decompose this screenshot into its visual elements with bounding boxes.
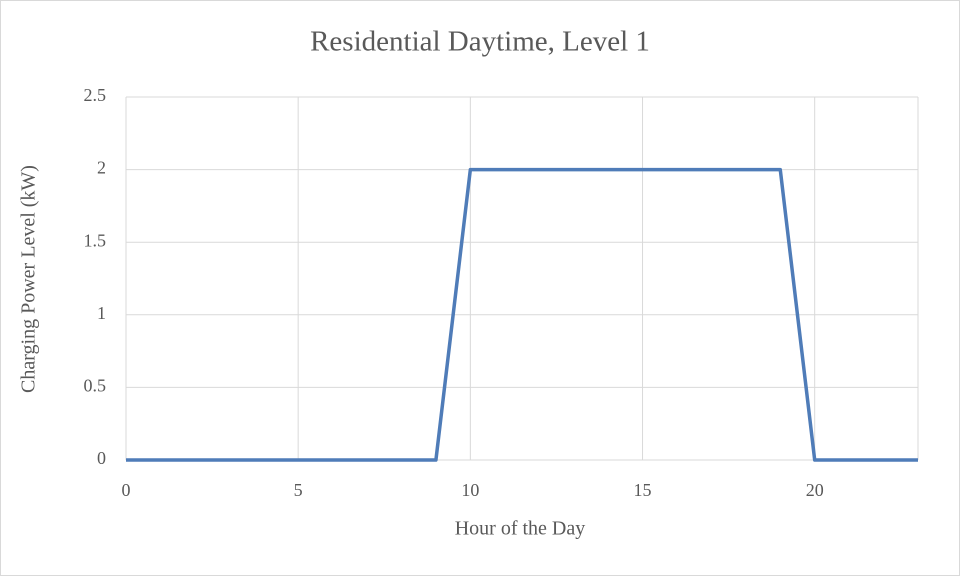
y-tick-label: 0 <box>97 448 106 468</box>
y-axis-label: Charging Power Level (kW) <box>18 165 40 393</box>
x-tick-label: 5 <box>294 480 303 500</box>
y-tick-label: 2.5 <box>84 85 107 105</box>
data-line <box>126 167 918 462</box>
y-tick-label: 1 <box>97 303 106 323</box>
y-tick-label: 1.5 <box>84 230 107 250</box>
x-tick-label: 0 <box>122 480 131 500</box>
x-tick-label: 15 <box>634 480 652 500</box>
x-axis-label: Hour of the Day <box>455 518 586 540</box>
y-tick-label: 2 <box>97 158 106 178</box>
y-tick-label: 0.5 <box>84 376 107 396</box>
x-tick-label: 10 <box>461 480 479 500</box>
x-tick-label: 20 <box>806 480 824 500</box>
chart-title: Residential Daytime, Level 1 <box>310 26 650 58</box>
